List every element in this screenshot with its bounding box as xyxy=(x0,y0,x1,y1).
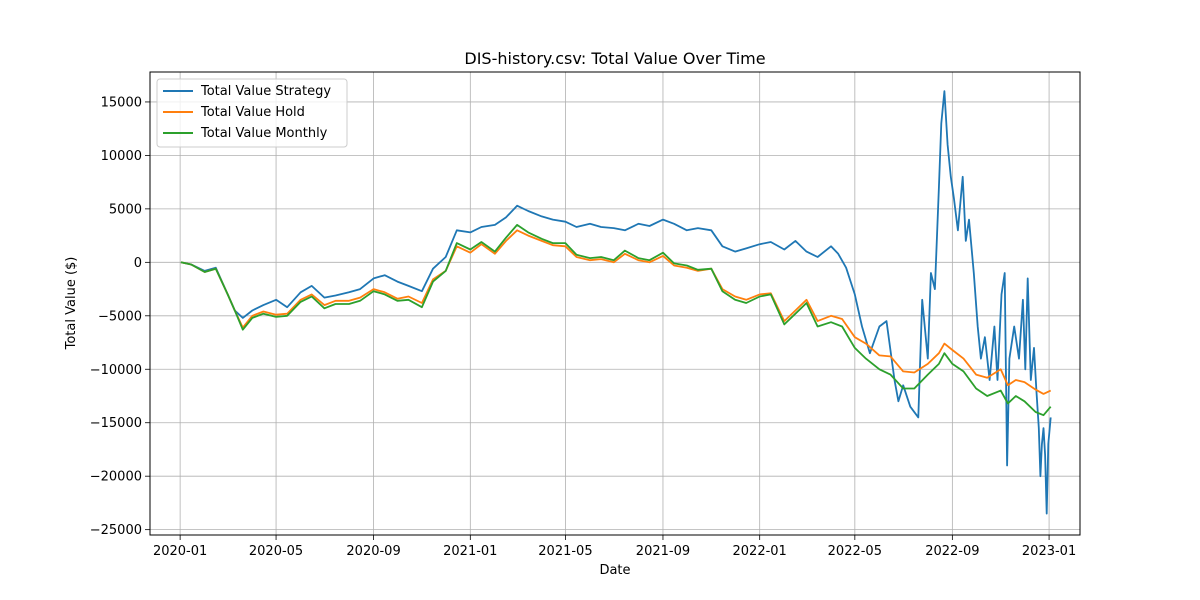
x-axis-label: Date xyxy=(599,563,630,578)
series-lines xyxy=(180,90,1052,515)
x-tick-label: 2020-01 xyxy=(153,544,207,559)
x-tick-label: 2020-09 xyxy=(346,544,400,559)
y-tick-label: −10000 xyxy=(90,363,142,378)
x-tick-label: 2020-05 xyxy=(249,544,303,559)
plot-frame xyxy=(149,71,1081,536)
legend-label-monthly: Total Value Monthly xyxy=(200,126,328,141)
legend-label-hold: Total Value Hold xyxy=(200,105,305,120)
x-tick-label: 2021-05 xyxy=(538,544,592,559)
y-axis-label: Total Value ($) xyxy=(64,257,79,351)
legend-box xyxy=(156,78,348,148)
y-tick-label: −5000 xyxy=(98,309,142,324)
x-tick-label: 2022-01 xyxy=(733,544,787,559)
y-axis-ticks: −25000 −20000 −15000 −10000 −5000 0 5000 10000 1… xyxy=(90,95,150,538)
x-axis-ticks: 2020-01 2020-05 2020-09 2021-01 2021-05 2021-… xyxy=(153,535,1076,559)
y-tick-label: −25000 xyxy=(90,523,142,538)
legend: Total Value Strategy Total Value Hold To… xyxy=(156,78,348,148)
x-tick-label: 2021-01 xyxy=(443,544,497,559)
series-line-monthly xyxy=(180,223,1052,417)
grid xyxy=(150,72,1080,535)
x-tick-label: 2022-09 xyxy=(925,544,979,559)
y-tick-label: 10000 xyxy=(101,149,142,164)
y-tick-label: 15000 xyxy=(101,95,142,110)
x-tick-label: 2021-09 xyxy=(636,544,690,559)
y-tick-label: −15000 xyxy=(90,416,142,431)
y-tick-label: 0 xyxy=(134,256,142,271)
chart-title: DIS-history.csv: Total Value Over Time xyxy=(464,49,765,68)
y-tick-label: −20000 xyxy=(90,470,142,485)
series-line-hold xyxy=(180,229,1052,395)
y-tick-label: 5000 xyxy=(109,202,142,217)
x-tick-label: 2023-01 xyxy=(1022,544,1076,559)
series-line-strategy xyxy=(180,90,1052,515)
x-tick-label: 2022-05 xyxy=(828,544,882,559)
legend-label-strategy: Total Value Strategy xyxy=(200,84,331,99)
